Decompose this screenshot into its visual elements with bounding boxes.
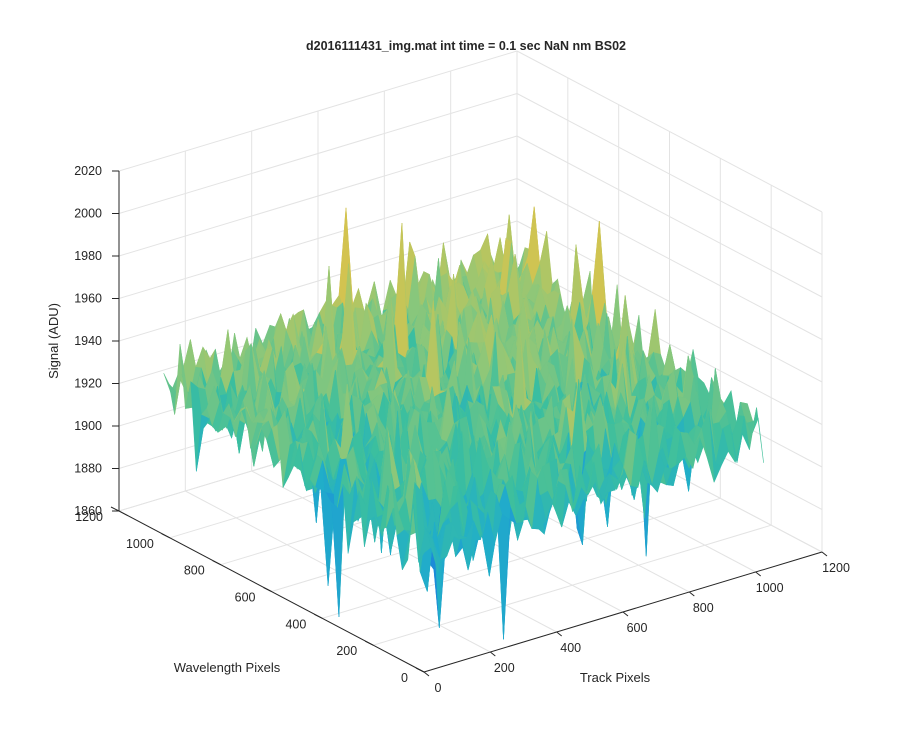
y-tick-mark: [263, 587, 272, 592]
axes: [110, 170, 828, 677]
z-tick-label: 1980: [74, 249, 102, 263]
grid-line: [118, 50, 518, 172]
y-tick-mark: [364, 640, 374, 646]
x-tick-mark: [556, 631, 563, 637]
x-tick-label: 1000: [756, 581, 784, 595]
grid-line: [118, 178, 518, 299]
x-tick-mark: [821, 551, 828, 557]
surface-patch: [418, 528, 432, 563]
y-tick-label: 1000: [126, 537, 154, 551]
z-axis-label: Signal (ADU): [46, 303, 61, 379]
x-tick-label: 0: [435, 681, 442, 695]
y-tick-label: 1200: [75, 510, 103, 524]
x-tick-label: 800: [693, 601, 714, 615]
z-tick-label: 1940: [74, 334, 102, 348]
y-tick-label: 400: [285, 617, 306, 631]
y-axis-label: Wavelength Pixels: [174, 660, 281, 675]
x-tick-label: 400: [560, 641, 581, 655]
x-tick-mark: [688, 591, 695, 597]
y-tick-label: 600: [235, 591, 256, 605]
y-tick-mark: [314, 613, 323, 619]
grid-line: [118, 220, 518, 342]
grid-line: [516, 178, 823, 340]
y-tick-mark: [415, 667, 425, 673]
x-tick-label: 1200: [822, 561, 850, 575]
z-tick-label: 1920: [74, 377, 102, 391]
z-tick-label: 2020: [74, 164, 102, 178]
grid-line: [516, 135, 823, 298]
x-axis-label: Track Pixels: [580, 670, 651, 685]
grid-line: [322, 497, 721, 619]
z-tick-label: 1880: [74, 462, 102, 476]
x-tick-label: 600: [627, 621, 648, 635]
grid-line: [516, 93, 823, 255]
tick-labels: 0 200 400 600 800 1000 1200 0 200 400 600 800 1000 12…: [74, 164, 850, 695]
z-tick-label: 1900: [74, 419, 102, 433]
y-tick-mark: [161, 533, 171, 539]
chart-title: d2016111431_img.mat int time = 0.1 sec N…: [306, 39, 626, 53]
grid-line: [118, 135, 518, 257]
data-surface: [163, 206, 764, 640]
y-tick-mark: [212, 560, 221, 566]
grid-line: [516, 263, 823, 425]
grid-line: [516, 50, 823, 213]
x-tick-mark: [755, 571, 762, 577]
z-tick-label: 2000: [74, 207, 102, 221]
y-tick-label: 800: [184, 564, 205, 578]
z-tick-label: 1860: [74, 504, 102, 518]
z-tick-label: 1960: [74, 292, 102, 306]
y-tick-label: 200: [336, 644, 357, 658]
grid-line: [516, 220, 823, 383]
y-tick-mark: [110, 506, 120, 512]
x-tick-mark: [622, 611, 629, 617]
x-tick-mark: [489, 651, 496, 657]
y-tick-label: 0: [401, 671, 408, 685]
x-tick-mark: [423, 671, 430, 677]
grid-line: [118, 93, 518, 214]
x-tick-label: 200: [494, 661, 515, 675]
